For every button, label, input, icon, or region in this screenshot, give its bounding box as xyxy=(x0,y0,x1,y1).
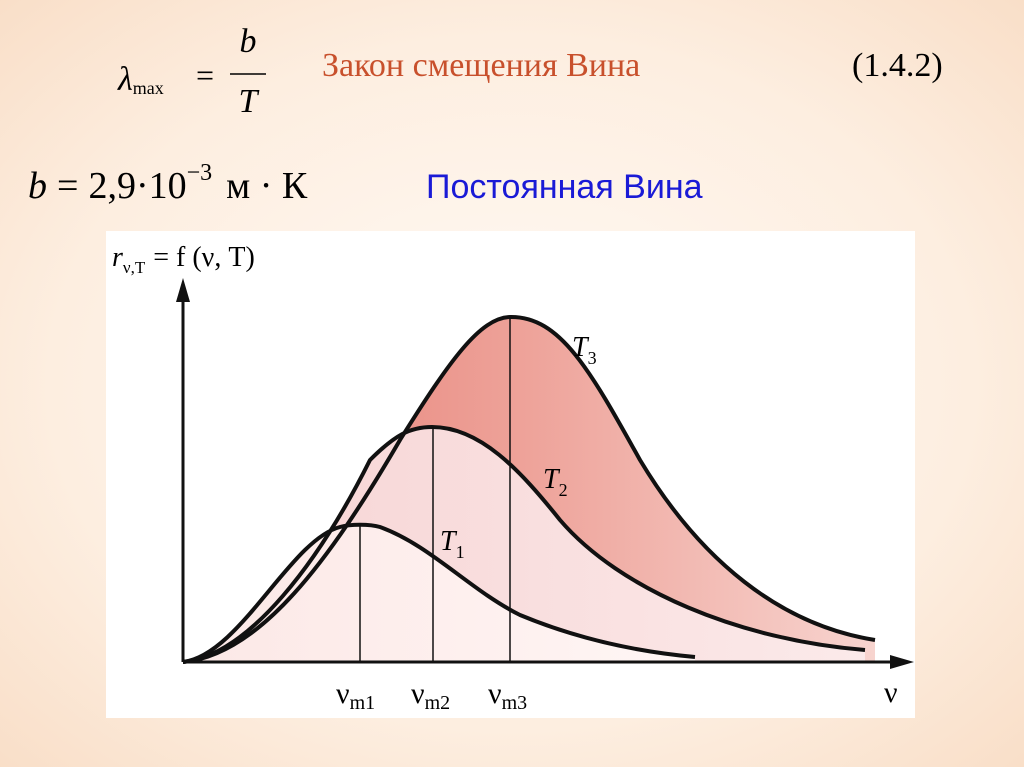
mantissa: 2,9 xyxy=(88,165,136,207)
equation-number: (1.4.2) xyxy=(852,47,943,84)
base: 10 xyxy=(149,165,187,207)
y-arrow xyxy=(176,278,190,302)
x-axis-label: ν xyxy=(884,676,898,709)
rest: = f (ν, T) xyxy=(153,242,255,273)
constant-name: Постоянная Вина xyxy=(426,168,703,206)
peak-label: νm3 xyxy=(488,677,527,714)
peak-label: νm2 xyxy=(411,677,450,714)
symbol: T xyxy=(572,332,590,363)
denominator: T xyxy=(239,83,260,120)
peak-label: νm1 xyxy=(336,677,375,714)
symbol: b xyxy=(28,165,47,207)
peak-lines xyxy=(359,317,511,662)
equation2: b = 2,9·10−3 м · К xyxy=(28,160,308,207)
curve-t2 xyxy=(182,424,866,664)
numerator: b xyxy=(240,23,257,60)
symbol: T xyxy=(440,526,458,557)
equals: = xyxy=(196,57,214,93)
x-arrow xyxy=(890,655,914,669)
symbol: λ xyxy=(117,61,133,98)
unit: м · К xyxy=(226,165,308,207)
axes xyxy=(181,295,900,664)
times: · xyxy=(136,165,149,207)
subscript: 1 xyxy=(456,542,465,562)
curve-label: T1 xyxy=(440,526,465,562)
y-axis-label: rν,T = f (ν, T) xyxy=(112,242,255,277)
exponent: −3 xyxy=(187,160,213,186)
law-name: Закон смещения Вина xyxy=(322,47,640,84)
symbol: ν xyxy=(411,677,425,710)
equals: = xyxy=(57,165,78,207)
subscript: 2 xyxy=(559,480,568,500)
subscript: max xyxy=(133,78,164,98)
curve-label: T2 xyxy=(543,464,568,500)
subscript: m2 xyxy=(425,692,451,714)
subscript: 3 xyxy=(588,348,597,368)
symbol: ν xyxy=(336,677,350,710)
symbol: T xyxy=(543,464,561,495)
equation-lhs: λmax xyxy=(117,61,164,98)
curve-label: T3 xyxy=(572,332,597,368)
symbol: ν xyxy=(488,677,502,710)
subscript: m3 xyxy=(502,692,528,714)
subscript: m1 xyxy=(350,692,376,714)
curve-t1 xyxy=(182,522,696,664)
symbol: r xyxy=(112,242,123,273)
subscript: ν,T xyxy=(123,258,146,277)
